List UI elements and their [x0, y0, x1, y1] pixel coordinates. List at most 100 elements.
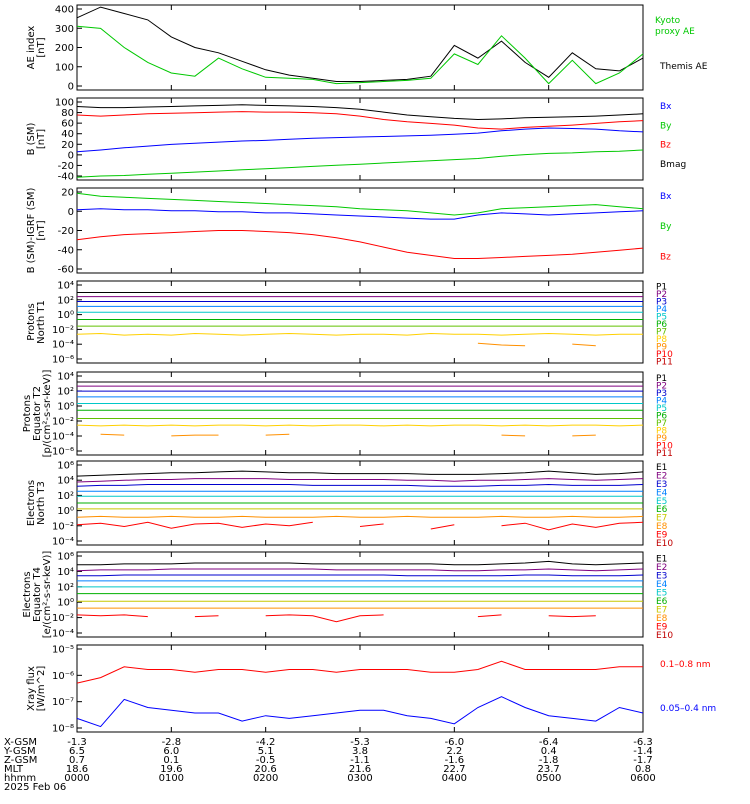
y-tick-label: 100	[55, 62, 74, 73]
y-axis-title: [nT]	[36, 220, 47, 240]
y-axis-title: Equator T2	[32, 386, 43, 441]
legend-entry: P3	[656, 389, 667, 399]
y-tick-label: 10⁴	[57, 372, 74, 383]
ephem-value: 0600	[630, 773, 655, 784]
ephem-value: 0.4	[541, 746, 557, 757]
y-tick-label: 10⁻⁸	[52, 724, 74, 735]
series-line-pt1-p8	[76, 332, 643, 336]
legend-entry: P11	[656, 357, 673, 367]
y-tick-label: 10⁶	[57, 552, 74, 563]
legend-entry: P6	[656, 320, 667, 330]
series-line-bsm-bmag	[76, 104, 644, 121]
ephem-value: 0200	[253, 773, 278, 784]
panel-frame-xray	[76, 644, 644, 733]
ephem-value: 22.7	[443, 764, 465, 775]
y-tick-label: -20	[58, 226, 74, 237]
ephem-value: -1.6	[445, 755, 465, 766]
legend-entry: P4	[656, 305, 667, 315]
legend-entry: E3	[656, 571, 667, 581]
panel-frame-et4	[76, 551, 644, 638]
legend-entry: E3	[656, 480, 667, 490]
y-axis-title: Protons	[26, 303, 37, 340]
legend-entry: E1	[656, 554, 667, 564]
legend-entry: P1	[656, 283, 667, 293]
panel-frame-bigrf	[76, 187, 644, 274]
y-tick-label: 20	[61, 140, 74, 151]
date-label: 2025 Feb 06	[4, 782, 66, 793]
ephem-value: -1.1	[350, 755, 370, 766]
panel-frame-pt1	[76, 280, 644, 364]
series-line-et3-e8	[76, 515, 644, 518]
ephem-value: -2.8	[162, 737, 182, 748]
legend-entry: P5	[656, 404, 667, 414]
legend-entry: E10	[656, 631, 673, 641]
ephem-value: 18.6	[66, 764, 88, 775]
y-axis-title: [e/(cm²-s-sr-keV)]	[42, 551, 53, 639]
legend-entry: P7	[656, 327, 667, 337]
ephem-value: 0000	[64, 773, 89, 784]
series-line-pt2-p9	[100, 433, 596, 437]
ephem-value: -6.4	[539, 737, 559, 748]
ephem-value: 0.8	[635, 764, 651, 775]
legend-entry: E1	[656, 463, 667, 473]
legend-entry: P5	[656, 313, 667, 323]
y-tick-label: 80	[61, 108, 74, 119]
y-tick-label: 300	[55, 24, 74, 35]
legend-entry: E8	[656, 614, 668, 624]
series-line-et3-e9	[76, 521, 644, 531]
y-tick-label: 10⁻⁶	[52, 671, 74, 682]
ephem-value: 19.6	[160, 764, 182, 775]
y-axis-title: Equator T4	[32, 567, 43, 622]
ephem-value: 5.1	[258, 746, 274, 757]
ephem-value: 6.0	[163, 746, 179, 757]
series-line-xray-0108nm	[76, 660, 643, 684]
legend-entry: E2	[656, 472, 667, 482]
series-line-xray-00504nm	[76, 696, 644, 728]
y-tick-label: 10²	[57, 295, 74, 306]
y-tick-label: -40	[58, 245, 74, 256]
legend-entry: Bz	[660, 252, 671, 262]
legend-entry: E10	[656, 539, 673, 549]
legend-entry: P11	[656, 449, 673, 459]
legend-entry: E9	[656, 622, 668, 632]
series-line-et3-e3	[76, 483, 644, 487]
ephem-value: 0.7	[69, 755, 85, 766]
y-tick-label: 10⁻⁶	[52, 447, 74, 458]
legend-entry: P2	[656, 381, 667, 391]
legend-entry: E8	[656, 522, 668, 532]
y-tick-label: 10⁰	[57, 310, 74, 321]
y-axis-title: B (SM)-IGRF (SM)	[26, 188, 37, 274]
series-line-pt1-p9	[478, 343, 643, 346]
legend-entry: P8	[656, 335, 667, 345]
y-tick-label: 10⁰	[57, 598, 74, 609]
legend-entry: P8	[656, 427, 667, 437]
y-tick-label: 60	[61, 119, 74, 130]
ephem-value: 2.2	[446, 746, 462, 757]
ephem-value: 21.6	[349, 764, 371, 775]
ephem-value: -5.3	[350, 737, 370, 748]
y-tick-label: 10⁻²	[52, 613, 74, 624]
legend-entry: E5	[656, 497, 667, 507]
legend-entry: P2	[656, 290, 667, 300]
y-axis-title: [nT]	[36, 129, 47, 149]
legend-entry: E9	[656, 530, 668, 540]
y-tick-label: 10²	[57, 491, 74, 502]
legend-entry: P6	[656, 412, 667, 422]
y-tick-label: 400	[55, 5, 74, 16]
ephem-row-label: X-GSM	[4, 737, 37, 748]
y-tick-label: 10⁶	[57, 461, 74, 472]
ephem-value: 20.6	[255, 764, 277, 775]
y-axis-title: [nT]	[36, 37, 47, 57]
ephem-row-label: Z-GSM	[4, 755, 37, 766]
ephem-value: -4.2	[256, 737, 276, 748]
y-tick-label: 10⁰	[57, 402, 74, 413]
legend-entry: E2	[656, 563, 667, 573]
ephem-value: 0500	[536, 773, 561, 784]
ephem-row-label: Y-GSM	[3, 746, 36, 757]
legend-entry: P3	[656, 298, 667, 308]
legend-entry: 0.1–0.8 nm	[660, 660, 710, 670]
ephem-row-label: hhmm	[4, 773, 36, 784]
ephem-value: 6.5	[69, 746, 85, 757]
legend-entry: E4	[656, 580, 668, 590]
